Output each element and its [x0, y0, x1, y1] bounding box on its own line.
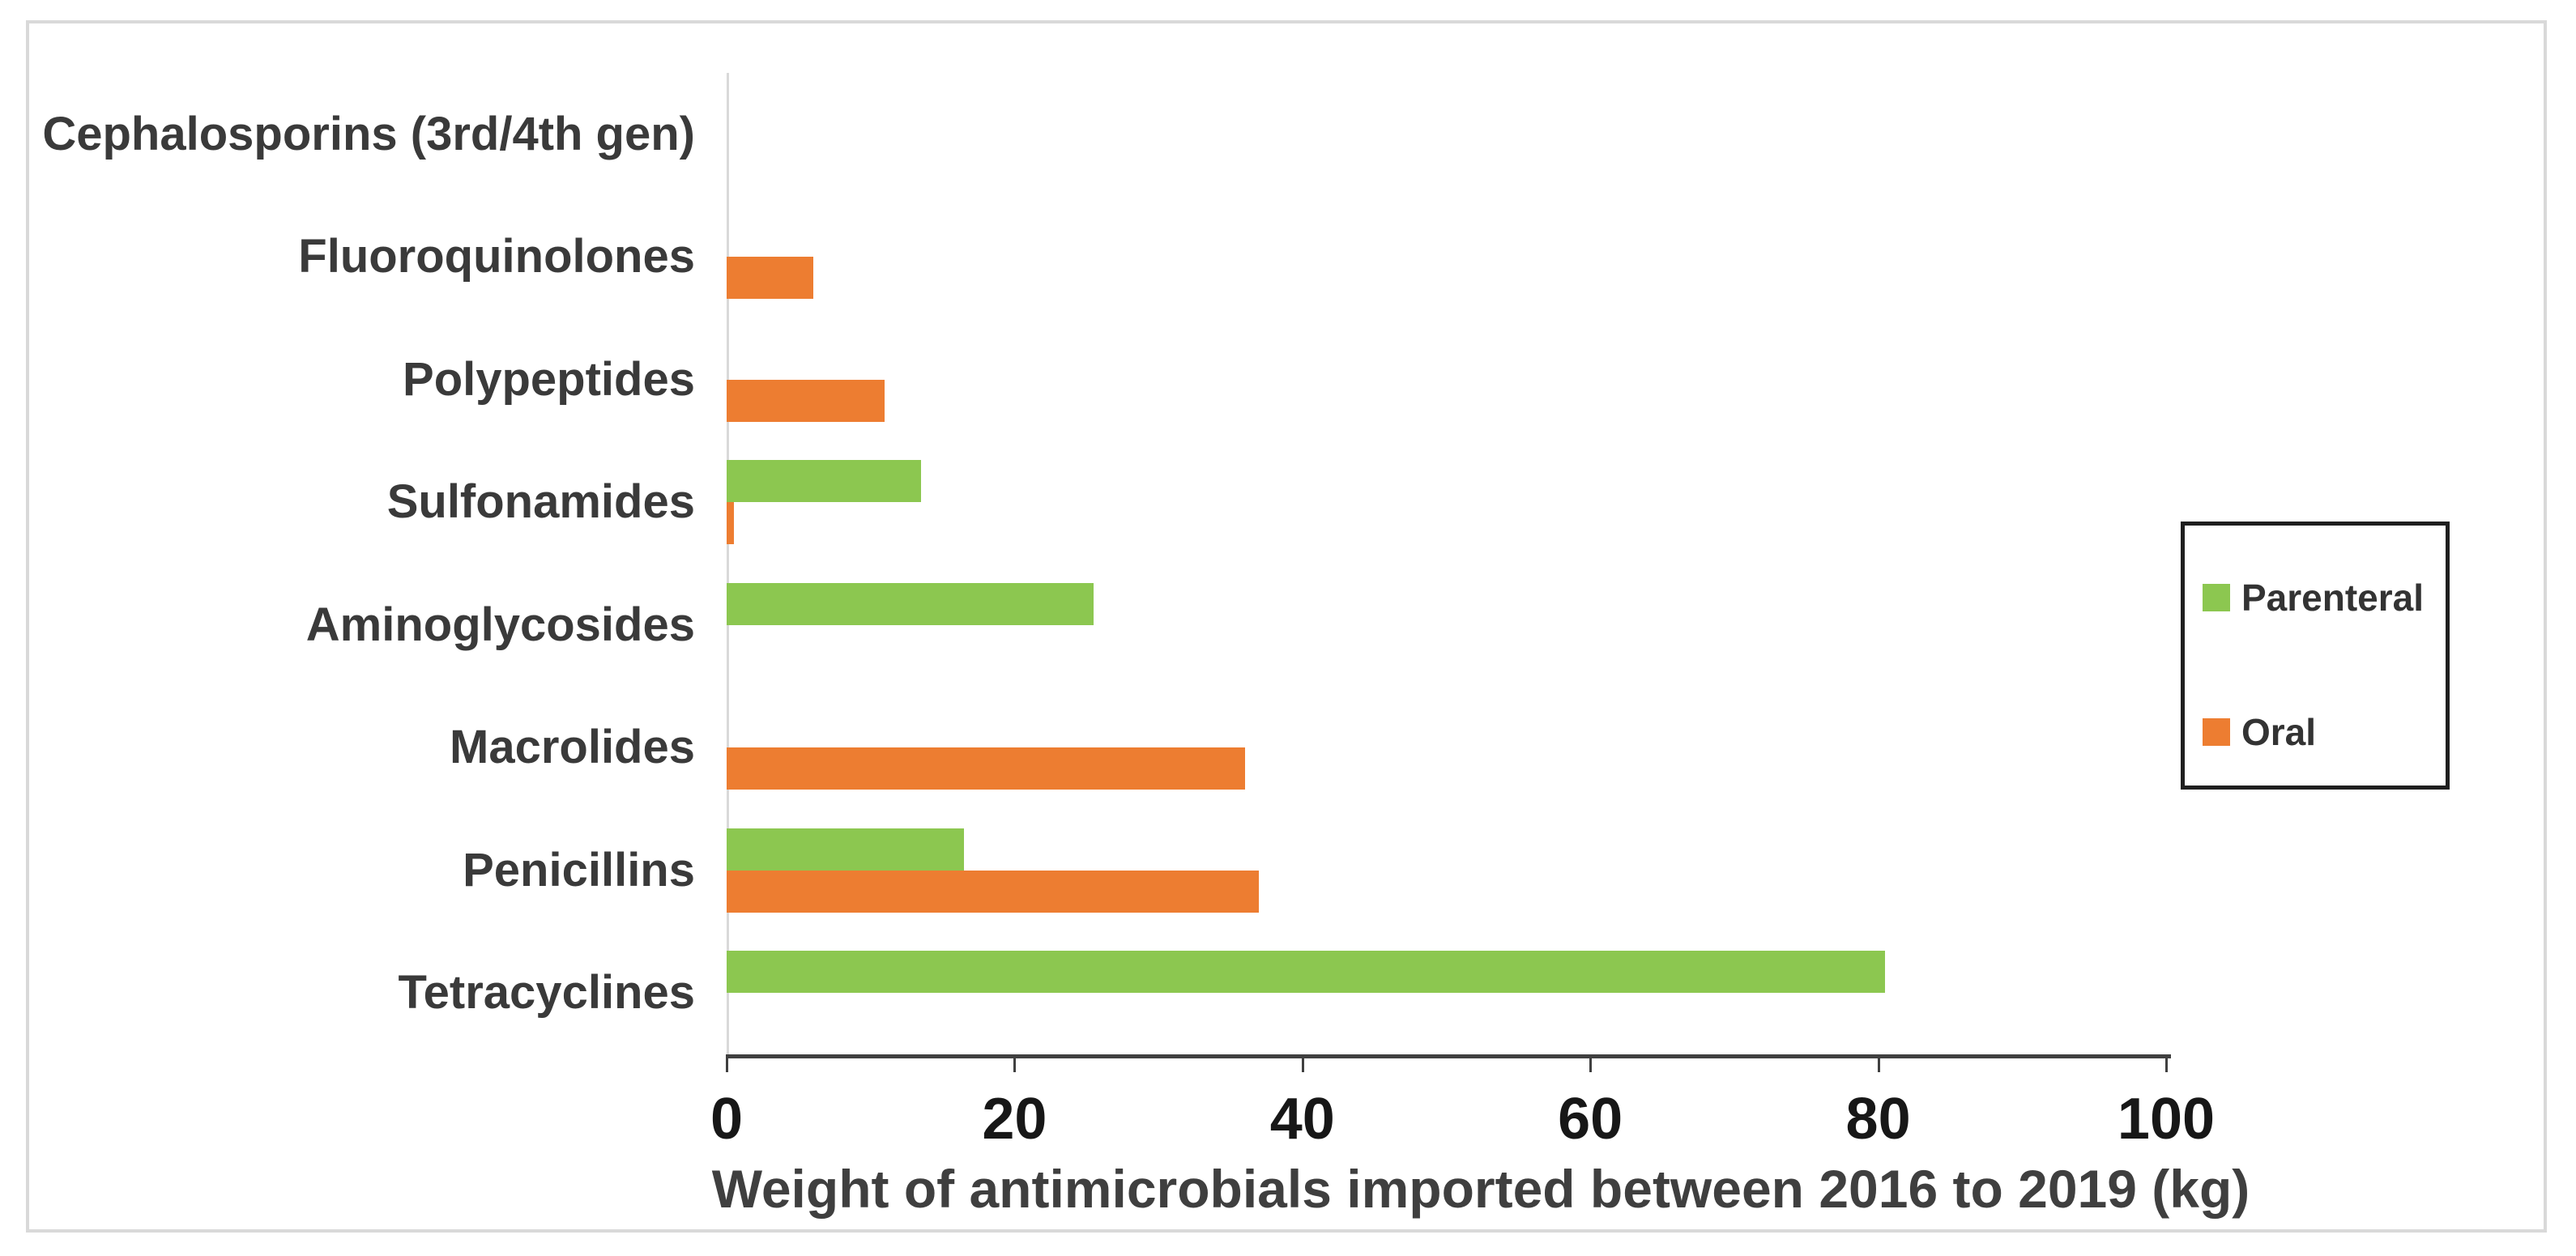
legend-item-oral: Oral	[2203, 710, 2316, 754]
x-axis-tick-20	[1013, 1054, 1017, 1072]
legend: Parenteral Oral	[2181, 522, 2450, 790]
category-label-cephalosporins-3rd-4th-gen: Cephalosporins (3rd/4th gen)	[42, 107, 695, 160]
bar-parenteral-sulfonamides	[727, 460, 921, 503]
bar-parenteral-aminoglycosides	[727, 582, 1094, 625]
legend-item-parenteral: Parenteral	[2203, 576, 2424, 619]
bar-oral-macrolides	[727, 747, 1245, 790]
category-axis-line	[727, 73, 729, 1054]
legend-label-oral: Oral	[2241, 711, 2317, 753]
bar-parenteral-penicillins	[727, 828, 964, 871]
category-label-fluoroquinolones: Fluoroquinolones	[298, 230, 695, 283]
x-axis-tick-40	[1301, 1054, 1304, 1072]
x-axis-tick-label-80: 80	[1845, 1087, 1911, 1152]
x-axis-tick-label-60: 60	[1558, 1087, 1623, 1152]
bar-oral-sulfonamides	[727, 502, 734, 545]
x-axis-tick-0	[726, 1054, 728, 1072]
category-label-sulfonamides: Sulfonamides	[386, 475, 695, 529]
x-axis-tick-80	[1877, 1054, 1880, 1072]
x-axis-tick-label-20: 20	[982, 1087, 1047, 1152]
category-label-aminoglycosides: Aminoglycosides	[305, 598, 695, 651]
x-axis-tick-label-40: 40	[1269, 1087, 1335, 1152]
x-axis-line	[727, 1054, 2171, 1058]
x-axis-tick-label-0: 0	[710, 1087, 744, 1152]
x-axis-title: Weight of antimicrobials imported betwee…	[711, 1159, 2250, 1219]
bar-oral-penicillins	[727, 870, 1259, 913]
x-axis-tick-100	[2165, 1054, 2168, 1072]
legend-label-parenteral: Parenteral	[2241, 577, 2425, 619]
category-label-tetracyclines: Tetracyclines	[398, 966, 695, 1020]
category-label-penicillins: Penicillins	[463, 843, 695, 896]
bar-oral-polypeptides	[727, 379, 885, 422]
x-axis-tick-label-100: 100	[2117, 1087, 2216, 1152]
legend-swatch-oral	[2203, 718, 2230, 746]
bar-parenteral-tetracyclines	[727, 951, 1885, 994]
bar-oral-fluoroquinolones	[727, 257, 813, 300]
legend-swatch-parenteral	[2203, 584, 2230, 611]
category-label-macrolides: Macrolides	[450, 721, 695, 774]
chart-frame	[26, 20, 2547, 1233]
x-axis-tick-60	[1589, 1054, 1593, 1072]
category-label-polypeptides: Polypeptides	[403, 352, 695, 406]
